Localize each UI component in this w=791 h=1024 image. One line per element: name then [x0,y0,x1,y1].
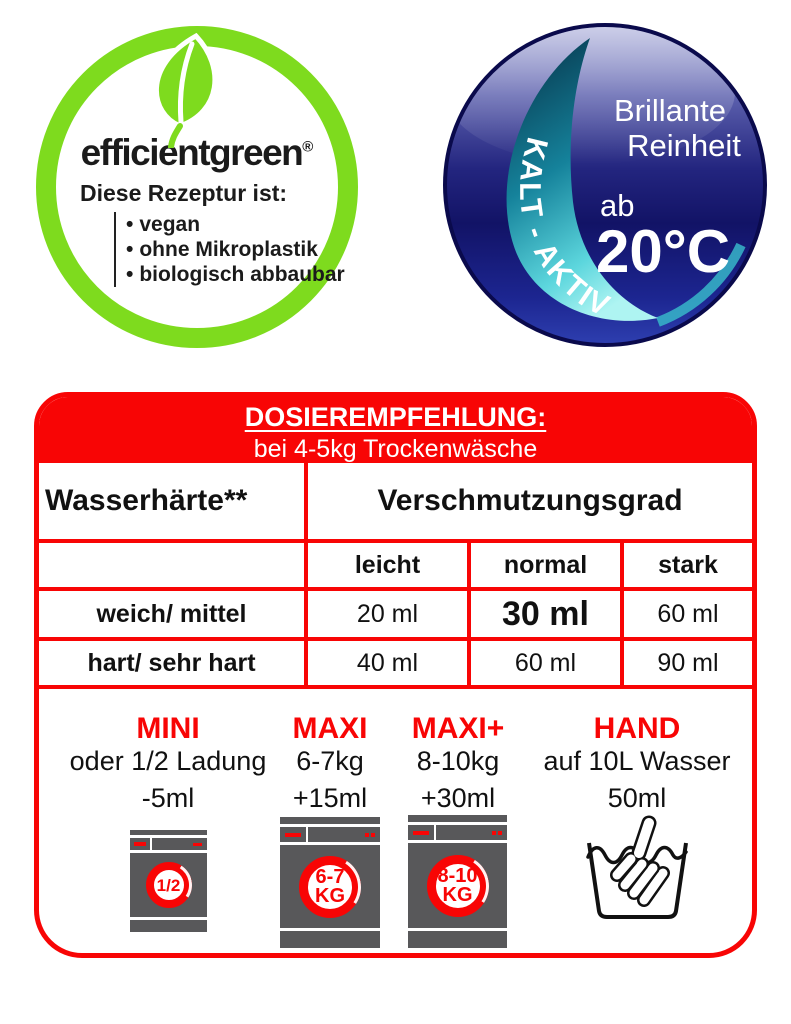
door-label2: KG [442,883,473,906]
dosage-title: DOSIEREMPFEHLUNG: [244,402,547,432]
machine-body: 1/2 [130,853,207,917]
machine-control-panel [408,825,507,843]
panel-left [280,827,308,842]
level-heavy: stark [624,543,752,587]
program-dose: +30ml [420,783,496,813]
panel-left [408,825,436,840]
machine-lid [280,817,380,827]
program-section: MINI oder 1/2 Ladung -5ml MAXI 6-7kg +15… [39,689,752,953]
machine-lid [408,815,507,825]
panel-right [436,825,507,840]
program-mini: MINI oder 1/2 Ladung -5ml [53,689,283,818]
ab-label: ab [600,188,634,223]
machine-door: 1/2 [145,862,192,908]
washing-machine-icon: 6-7 KG [280,817,380,948]
temperature-label: 20°C [596,218,730,285]
brand-name: efficientgreen [80,132,304,173]
machine-base [280,928,380,948]
list-item: • biologisch abbaubar [126,262,345,287]
efficientgreen-badge: efficientgreen® Diese Rezeptur ist: • veg… [36,26,358,348]
level-normal: normal [471,543,620,587]
crescent-icon [506,38,658,321]
door-label2: KG [315,884,345,907]
indicator-dot [371,832,375,837]
row-label-hard-very-hard: hart/ sehr hart [39,641,304,685]
dosage-table: Wasserhärte** Verschmutzungsgrad leicht … [39,463,752,689]
indicator-dot [498,830,502,835]
bullet: • [126,238,134,261]
door-label: 8-10 [437,864,478,887]
machine-base [408,928,507,948]
indicator-dash [193,842,202,846]
program-load: oder 1/2 Ladung [69,746,267,776]
program-name: MAXI+ [411,712,505,745]
list-item: • ohne Mikroplastik [126,237,338,262]
panel-right [152,838,207,850]
registered-mark: ® [302,138,314,156]
power-dash [133,842,146,846]
column-header-water-hardness: Wasserhärte** [39,463,304,539]
door-label: 6-7 [315,865,345,888]
program-name: HAND [593,712,681,745]
program-dose: -5ml [141,783,195,813]
dosage-card: DOSIEREMPFEHLUNG: bei 4-5kg Trockenwäsch… [34,392,757,958]
program-hand: HAND auf 10L Wasser 50ml [527,689,747,818]
claim-line2: Reinheit [627,128,741,163]
dose-value: 40 ml [308,641,467,685]
dose-value: 20 ml [308,591,467,637]
power-dash [284,832,302,837]
machine-door: 6-7 KG [299,855,361,918]
machine-base [130,917,207,932]
hand-wash-icon [586,815,688,919]
leaf-icon [154,32,218,148]
machine-body: 8-10 KG [408,843,507,928]
program-name: MINI [136,712,200,745]
dose-value-highlight: 30 ml [471,591,620,637]
program-dose: 50ml [607,783,667,813]
program-dose: +15ml [292,783,368,813]
column-header-soiling-degree: Verschmutzungsgrad [308,463,752,539]
program-name: MAXI [292,712,368,745]
level-light: leicht [308,543,467,587]
bullet: • [126,213,134,236]
claim-line1: Brillante [614,93,726,128]
list-item: • vegan [126,212,338,237]
cyan-edge-glow [656,242,746,327]
brand-logo: efficientgreen® [56,132,338,174]
machine-control-panel [280,827,380,845]
program-maxi: MAXI 6-7kg +15ml [270,689,390,818]
recipe-heading: Diese Rezeptur ist: [80,180,288,206]
program-load: 8-10kg [416,746,500,776]
panel-right [308,827,380,842]
kalt-aktiv-badge: Brillante Reinheit ab 20°C KALT - AKTIV [443,23,767,347]
machine-control-panel [130,838,207,853]
feature-biodegradable: biologisch abbaubar [139,263,345,286]
dose-value: 60 ml [624,591,752,637]
feature-no-microplastic: ohne Mikroplastik [139,238,318,261]
machine-body: 6-7 KG [280,845,380,928]
washing-machine-icon: 1/2 [130,830,207,932]
dosage-header-band: DOSIEREMPFEHLUNG: bei 4-5kg Trockenwäsch… [39,397,752,463]
indicator-dot [492,830,496,835]
recipe-feature-list: • vegan • ohne Mikroplastik • biologisch ab… [114,212,345,287]
indicator-dot [365,832,369,837]
washing-machine-icon: 8-10 KG [408,815,507,948]
door-label: 1/2 [156,875,181,895]
feature-vegan: vegan [139,213,201,236]
power-dash [412,830,429,835]
dose-value: 90 ml [624,641,752,685]
gloss-highlight [447,27,735,164]
panel-left [130,838,152,850]
dose-value: 60 ml [471,641,620,685]
program-load: auf 10L Wasser [543,746,731,776]
hand [610,815,670,907]
program-load: 6-7kg [296,746,364,776]
machine-door: 8-10 KG [426,854,489,917]
program-maxi-plus: MAXI+ 8-10kg +30ml [398,689,518,818]
row-label-soft-medium: weich/ mittel [39,591,304,637]
bullet: • [126,263,134,286]
machine-lid [130,830,207,838]
empty-cell [39,543,304,587]
dosage-subtitle: bei 4-5kg Trockenwäsche [253,435,538,463]
